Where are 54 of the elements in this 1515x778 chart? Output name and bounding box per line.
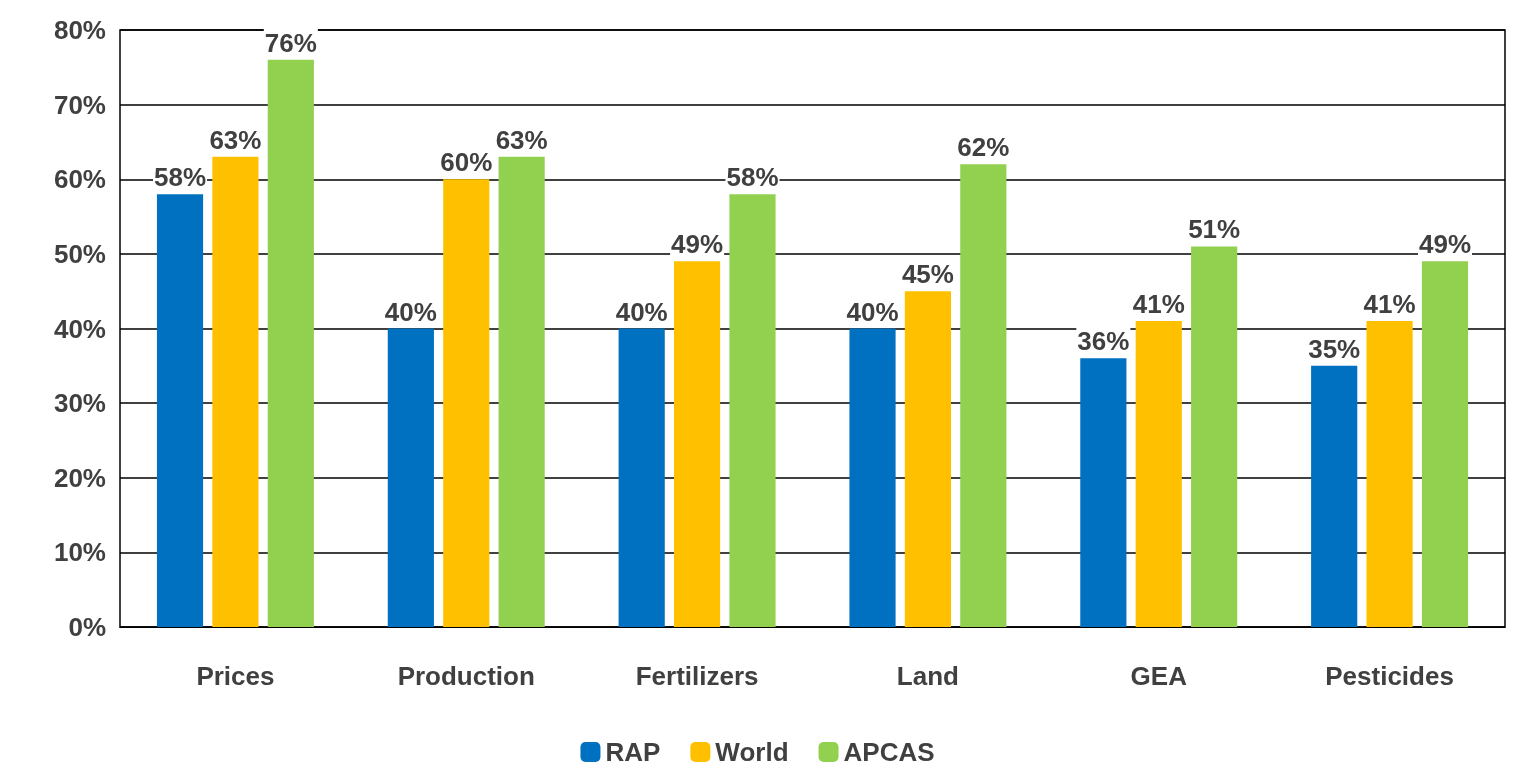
data-label: 41% [1132,289,1185,320]
data-label: 36% [1077,326,1130,357]
bar [729,194,776,627]
x-tick-label: GEA [1130,661,1188,691]
x-tick-label: Fertilizers [635,661,759,691]
bar [1135,321,1182,627]
bar [498,156,545,627]
data-label: 49% [671,229,724,260]
data-label: 35% [1308,333,1361,364]
bar [960,164,1007,627]
x-tick-label: Land [896,661,959,691]
y-tick-label: 40% [53,313,106,344]
data-label: 45% [901,259,954,290]
y-tick-label: 70% [53,89,106,120]
x-tick-label: Prices [196,661,275,691]
bar [443,179,490,627]
bar [849,328,896,627]
bar [156,194,204,627]
bar [1366,321,1413,627]
bar [904,291,951,627]
y-tick-label: 10% [53,537,106,568]
bar [1080,358,1127,627]
bar [1311,365,1358,627]
x-tick-label: Pesticides [1325,661,1454,691]
data-label: 63% [209,124,262,155]
x-tick-label: Production [397,661,535,691]
data-label: 51% [1188,214,1241,245]
y-tick-label: 0% [68,612,106,642]
bar [1191,246,1238,627]
legend-label: APCAS [843,737,935,767]
y-tick-label: 20% [53,462,106,493]
data-label: 60% [440,147,493,178]
data-label: 58% [726,162,779,193]
data-label: 76% [264,27,317,58]
bar [618,328,665,627]
bar [674,261,721,627]
data-label: 41% [1363,289,1416,320]
bar [212,156,259,627]
legend-label: World [715,737,789,767]
y-tick-label: 30% [53,388,106,419]
legend-label: RAP [605,737,661,767]
data-label: 40% [384,296,437,327]
y-tick-label: 60% [53,164,106,195]
y-tick-label: 80% [53,15,106,45]
bar [1421,261,1469,627]
bar [387,328,434,627]
data-label: 63% [495,124,548,155]
data-label: 62% [957,132,1010,163]
y-tick-label: 50% [53,238,106,269]
data-label: 40% [615,296,668,327]
bar [267,59,314,627]
data-label: 40% [846,296,899,327]
data-label: 58% [153,162,207,193]
data-label: 49% [1418,229,1472,260]
